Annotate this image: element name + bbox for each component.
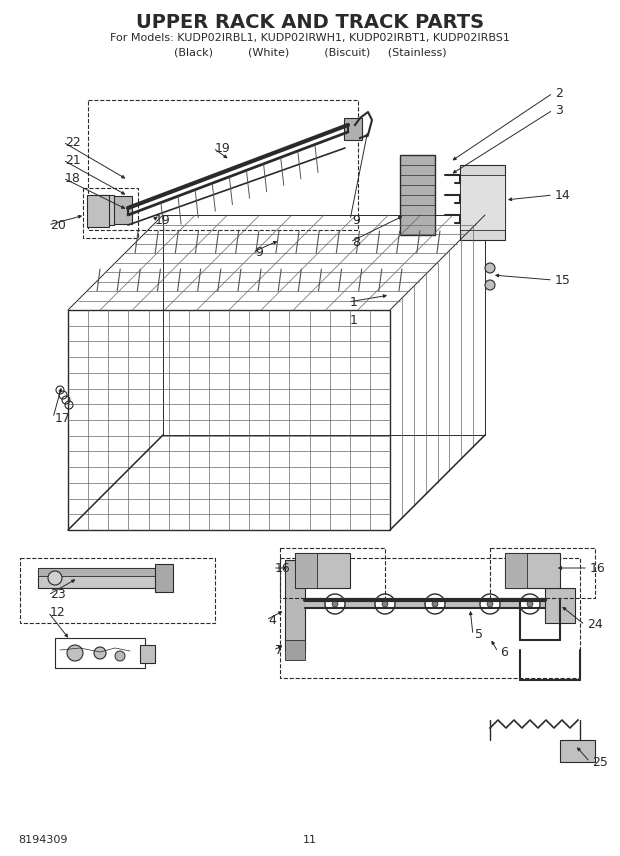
Bar bbox=[545, 588, 575, 623]
Text: 9: 9 bbox=[255, 246, 263, 259]
Text: 5: 5 bbox=[475, 628, 483, 641]
Text: 8: 8 bbox=[352, 235, 360, 248]
Text: 22: 22 bbox=[65, 135, 81, 148]
Circle shape bbox=[375, 594, 395, 614]
Bar bbox=[490, 548, 595, 598]
Bar bbox=[285, 560, 305, 650]
Circle shape bbox=[480, 594, 500, 614]
Text: 23: 23 bbox=[50, 589, 66, 602]
Bar bbox=[505, 553, 527, 588]
Bar bbox=[87, 195, 109, 227]
Text: 16: 16 bbox=[275, 562, 291, 574]
Circle shape bbox=[520, 594, 540, 614]
Bar bbox=[112, 196, 132, 224]
Bar bbox=[55, 638, 145, 668]
Bar bbox=[285, 640, 305, 660]
Text: 18: 18 bbox=[65, 171, 81, 185]
Bar bbox=[38, 568, 158, 576]
Bar bbox=[38, 568, 158, 588]
Bar bbox=[295, 553, 317, 588]
Bar bbox=[88, 100, 358, 230]
Circle shape bbox=[432, 601, 438, 607]
Circle shape bbox=[487, 601, 493, 607]
Circle shape bbox=[325, 594, 345, 614]
Text: 11: 11 bbox=[303, 835, 317, 845]
Bar bbox=[96, 195, 114, 225]
Circle shape bbox=[527, 601, 533, 607]
Text: UPPER RACK AND TRACK PARTS: UPPER RACK AND TRACK PARTS bbox=[136, 13, 484, 32]
Text: 9: 9 bbox=[352, 213, 360, 227]
Bar bbox=[280, 558, 580, 678]
Bar bbox=[280, 548, 385, 598]
Bar bbox=[460, 165, 505, 240]
Text: 7: 7 bbox=[275, 644, 283, 657]
Circle shape bbox=[485, 263, 495, 273]
Text: 2: 2 bbox=[555, 86, 563, 99]
Text: 16: 16 bbox=[590, 562, 606, 574]
Bar bbox=[305, 600, 545, 608]
Circle shape bbox=[48, 571, 62, 585]
Text: 17: 17 bbox=[55, 412, 71, 425]
Bar bbox=[505, 553, 560, 588]
Bar bbox=[560, 740, 595, 762]
Bar bbox=[140, 645, 155, 663]
Text: 8194309: 8194309 bbox=[18, 835, 68, 845]
Circle shape bbox=[67, 645, 83, 661]
Text: (Black)          (White)          (Biscuit)     (Stainless): (Black) (White) (Biscuit) (Stainless) bbox=[174, 47, 446, 57]
Bar bbox=[155, 564, 173, 592]
Text: 14: 14 bbox=[555, 188, 571, 201]
Text: 3: 3 bbox=[555, 104, 563, 116]
Text: 25: 25 bbox=[592, 756, 608, 769]
Circle shape bbox=[485, 280, 495, 290]
Text: 1: 1 bbox=[350, 313, 358, 326]
Circle shape bbox=[425, 594, 445, 614]
Circle shape bbox=[332, 601, 338, 607]
Bar bbox=[83, 188, 138, 238]
Text: 20: 20 bbox=[50, 218, 66, 231]
Text: For Models: KUDP02IRBL1, KUDP02IRWH1, KUDP02IRBT1, KUDP02IRBS1: For Models: KUDP02IRBL1, KUDP02IRWH1, KU… bbox=[110, 33, 510, 43]
Text: 15: 15 bbox=[555, 274, 571, 287]
Circle shape bbox=[115, 651, 125, 661]
Text: 19: 19 bbox=[215, 141, 231, 154]
Text: 1: 1 bbox=[350, 295, 358, 308]
Bar bbox=[295, 553, 350, 588]
Bar bbox=[344, 118, 362, 140]
Bar bbox=[460, 175, 505, 230]
Text: 21: 21 bbox=[65, 153, 81, 167]
Circle shape bbox=[94, 647, 106, 659]
Bar bbox=[20, 558, 215, 623]
Circle shape bbox=[382, 601, 388, 607]
Bar bbox=[400, 155, 435, 235]
Text: 12: 12 bbox=[50, 605, 66, 619]
Text: 24: 24 bbox=[587, 619, 603, 632]
Text: 6: 6 bbox=[500, 645, 508, 658]
Text: 4: 4 bbox=[268, 614, 276, 627]
Text: 19: 19 bbox=[155, 213, 170, 227]
